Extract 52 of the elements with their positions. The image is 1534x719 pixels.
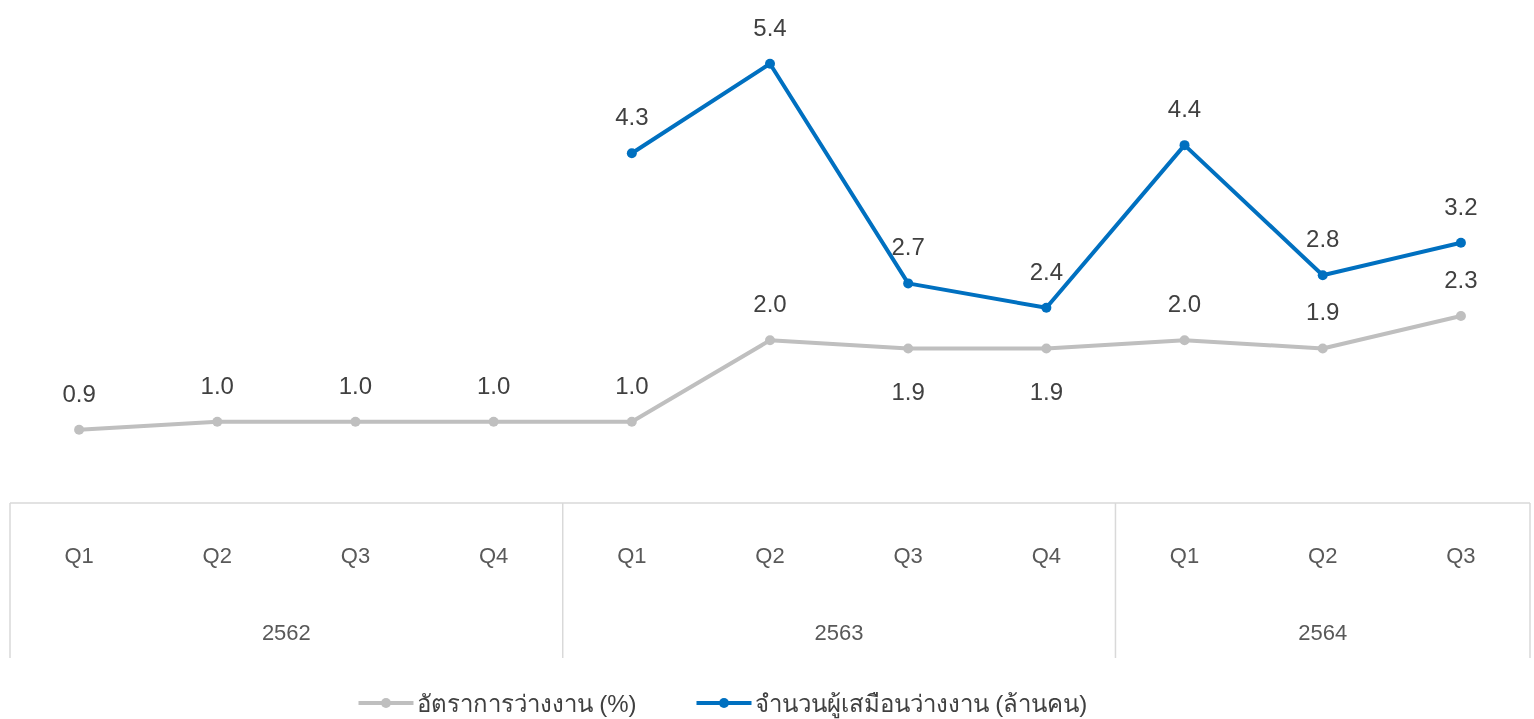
x-tick-label: Q2 [755, 543, 785, 568]
x-tick-label: Q2 [1308, 543, 1338, 568]
data-label: 4.4 [1167, 95, 1202, 123]
data-label: 2.3 [1444, 265, 1478, 293]
data-label: 4.3 [615, 103, 649, 131]
point [626, 416, 637, 427]
data-label: 1.9 [1306, 298, 1340, 326]
point [74, 424, 85, 435]
point [1455, 310, 1466, 321]
point [626, 148, 637, 159]
point [488, 416, 499, 427]
text: 2564 [1298, 620, 1348, 645]
x-tick-label: Q1 [64, 543, 94, 568]
data-label: 2.0 [1167, 290, 1202, 318]
x-tick-label: Q3 [340, 543, 371, 568]
x-tick-label: Q3 [1446, 543, 1476, 568]
x-tick-label: Q2 [202, 543, 232, 568]
point [350, 416, 361, 427]
point [1317, 343, 1328, 354]
data-label: 2.4 [1029, 257, 1064, 285]
data-label: 1.0 [338, 371, 373, 399]
data-label: 2.0 [753, 290, 787, 318]
legend-label: อัตราการว่างงาน (%) [416, 690, 637, 717]
point [903, 343, 914, 354]
text: 2562 [261, 620, 311, 645]
x-tick-label: Q4 [1031, 543, 1062, 568]
data-label: 5.4 [753, 13, 787, 41]
point [1041, 343, 1052, 354]
text: 2563 [814, 620, 864, 645]
data-label: 2.8 [1306, 225, 1340, 253]
x-tick-label: Q3 [893, 543, 923, 568]
data-label: 1.0 [200, 371, 234, 399]
data-label: 1.0 [615, 371, 649, 399]
point [903, 278, 914, 289]
x-tick-label: Q4 [478, 543, 509, 568]
point [1455, 237, 1466, 248]
point [1041, 302, 1052, 313]
data-label: 2.7 [891, 233, 925, 261]
legend-label: จำนวนผู้เสมือนว่างงาน (ล้านคน) [754, 690, 1088, 719]
point [765, 58, 775, 69]
data-label: 1.9 [891, 378, 925, 406]
data-label: 1.0 [476, 371, 511, 399]
point [765, 335, 775, 346]
x-tick-label: Q1 [1169, 543, 1200, 568]
data-label: 3.2 [1444, 192, 1478, 220]
point [1179, 140, 1190, 151]
point [1317, 270, 1328, 281]
point [212, 416, 223, 427]
data-label: 1.9 [1029, 378, 1064, 406]
point [1179, 335, 1190, 346]
x-tick-label: Q1 [617, 543, 647, 568]
data-label: 0.9 [62, 379, 96, 407]
